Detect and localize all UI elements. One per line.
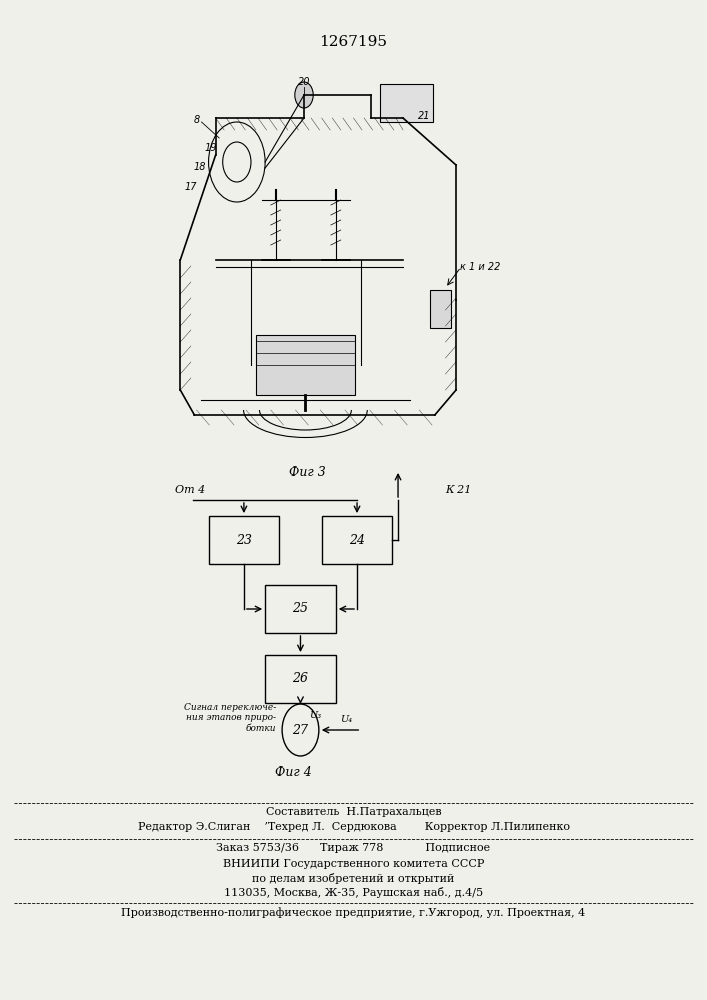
Text: 1267195: 1267195 [320,35,387,49]
Circle shape [295,82,313,108]
Text: к 1 и 22: к 1 и 22 [460,262,500,272]
Text: Фиг 4: Фиг 4 [275,766,312,778]
Text: 20: 20 [298,77,310,87]
Text: U₃: U₃ [309,711,321,720]
Bar [322,516,392,564]
Text: 25: 25 [293,602,308,615]
Bar [265,585,336,633]
Text: 8: 8 [194,115,199,125]
Text: U₄: U₄ [340,716,352,724]
Text: 21: 21 [418,111,431,121]
Text: 27: 27 [293,724,308,736]
Text: К 21: К 21 [445,485,472,495]
Text: 26: 26 [293,672,308,686]
Text: ВНИИПИ Государственного комитета СССР: ВНИИПИ Государственного комитета СССР [223,859,484,869]
Text: 18: 18 [194,162,206,172]
Text: 24: 24 [349,534,365,546]
Bar [209,516,279,564]
Bar [265,655,336,703]
Text: Производственно-полиграфическое предприятие, г.Ужгород, ул. Проектная, 4: Производственно-полиграфическое предприя… [122,907,585,918]
Bar [256,335,355,395]
Text: Сигнал переключе-
ния этапов приро-
ботки: Сигнал переключе- ния этапов приро- ботк… [185,703,276,733]
Text: Заказ 5753/36      Тираж 778            Подписное: Заказ 5753/36 Тираж 778 Подписное [216,843,491,853]
Text: От 4: От 4 [175,485,206,495]
Text: 113035, Москва, Ж-35, Раушская наб., д.4/5: 113035, Москва, Ж-35, Раушская наб., д.4… [224,887,483,898]
Text: 17: 17 [185,182,197,192]
Text: Редактор Э.Слиган    ’Техред Л.  Сердюкова        Корректор Л.Пилипенко: Редактор Э.Слиган ’Техред Л. Сердюкова К… [137,822,570,832]
Text: Составитель  Н.Патрахальцев: Составитель Н.Патрахальцев [266,807,441,817]
Text: Фиг 3: Фиг 3 [289,466,326,479]
Text: 19: 19 [204,143,217,153]
Text: по делам изобретений и открытий: по делам изобретений и открытий [252,873,455,884]
Bar [430,290,451,328]
Text: 23: 23 [236,534,252,546]
Bar [380,84,433,122]
